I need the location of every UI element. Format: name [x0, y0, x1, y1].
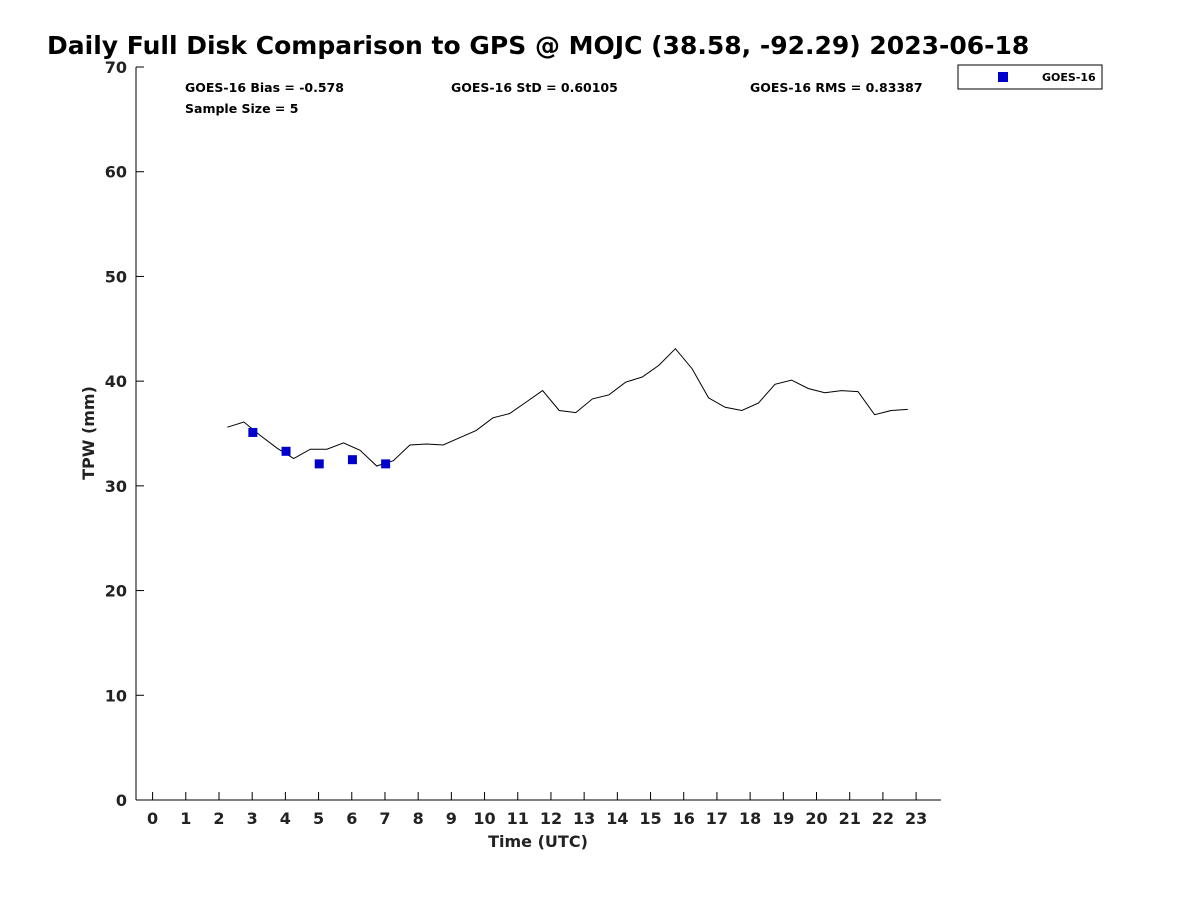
y-tick-label: 70	[105, 58, 127, 77]
x-tick-label: 8	[413, 809, 424, 828]
y-tick-label: 60	[105, 163, 127, 182]
sample-size-annotation: Sample Size = 5	[185, 101, 298, 116]
x-tick-label: 18	[739, 809, 761, 828]
y-tick-label: 0	[116, 791, 127, 810]
x-tick-label: 16	[673, 809, 695, 828]
bias-annotation: GOES-16 Bias = -0.578	[185, 80, 344, 95]
legend-marker	[998, 72, 1008, 82]
x-tick-label: 5	[313, 809, 324, 828]
x-tick-label: 11	[507, 809, 529, 828]
goes16-data-point	[347, 455, 357, 465]
x-tick-label: 13	[573, 809, 595, 828]
legend-label-goes16: GOES-16	[1042, 71, 1096, 84]
goes16-data-point	[248, 427, 258, 437]
x-tick-label: 15	[639, 809, 661, 828]
y-tick-label: 50	[105, 267, 127, 286]
x-tick-label: 4	[280, 809, 291, 828]
legend-box	[957, 64, 1103, 90]
x-tick-label: 2	[213, 809, 224, 828]
x-tick-label: 0	[147, 809, 158, 828]
x-tick-label: 19	[772, 809, 794, 828]
gps-tpw-line	[227, 347, 908, 467]
y-axis-label: TPW (mm)	[79, 386, 98, 480]
x-tick-label: 10	[473, 809, 495, 828]
rms-annotation: GOES-16 RMS = 0.83387	[750, 80, 923, 95]
x-tick-label: 3	[247, 809, 258, 828]
x-tick-label: 21	[839, 809, 861, 828]
x-tick-label: 17	[706, 809, 728, 828]
x-tick-label: 22	[872, 809, 894, 828]
x-tick-label: 14	[606, 809, 628, 828]
y-tick-label: 40	[105, 372, 127, 391]
goes16-data-point	[314, 459, 324, 469]
y-tick-label: 20	[105, 582, 127, 601]
legend: GOES-16	[957, 64, 1103, 90]
x-tick-label: 6	[346, 809, 357, 828]
y-tick-label: 30	[105, 477, 127, 496]
x-axis-label: Time (UTC)	[488, 832, 588, 851]
x-tick-label: 1	[180, 809, 191, 828]
x-tick-label: 7	[379, 809, 390, 828]
x-tick-label: 9	[446, 809, 457, 828]
goes16-data-point	[381, 459, 391, 469]
y-tick-label: 10	[105, 686, 127, 705]
chart-title: Daily Full Disk Comparison to GPS @ MOJC…	[47, 31, 1029, 60]
x-tick-label: 20	[805, 809, 827, 828]
x-tick-label: 23	[905, 809, 927, 828]
std-annotation: GOES-16 StD = 0.60105	[451, 80, 618, 95]
goes16-data-point	[281, 446, 291, 456]
x-tick-label: 12	[540, 809, 562, 828]
